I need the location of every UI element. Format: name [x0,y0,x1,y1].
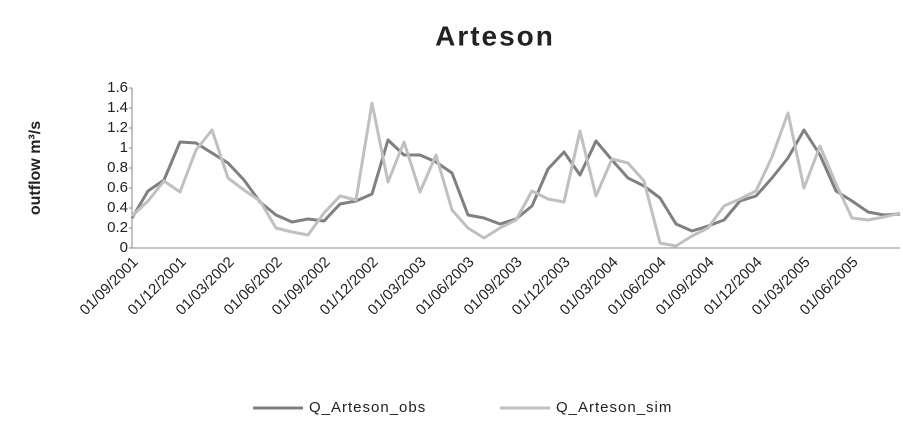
y-tick-label: 1.6 [107,79,128,96]
y-tick-label: 0.8 [107,159,128,176]
chart-title: Arteson [435,20,555,51]
legend-label: Q_Arteson_obs [309,399,426,416]
y-tick-label: 0.6 [107,179,128,196]
legend-label: Q_Arteson_sim [556,399,672,416]
y-tick-label: 1.4 [107,99,128,116]
y-tick-label: 1 [120,139,128,156]
y-tick-label: 0.2 [107,219,128,236]
series-line [130,128,901,233]
series-line [130,101,901,248]
y-axis-title: outflow m³/s [27,121,44,215]
y-tick-label: 1.2 [107,119,128,136]
y-tick-label: 0.4 [107,199,128,216]
y-tick-label: 0 [120,239,128,256]
